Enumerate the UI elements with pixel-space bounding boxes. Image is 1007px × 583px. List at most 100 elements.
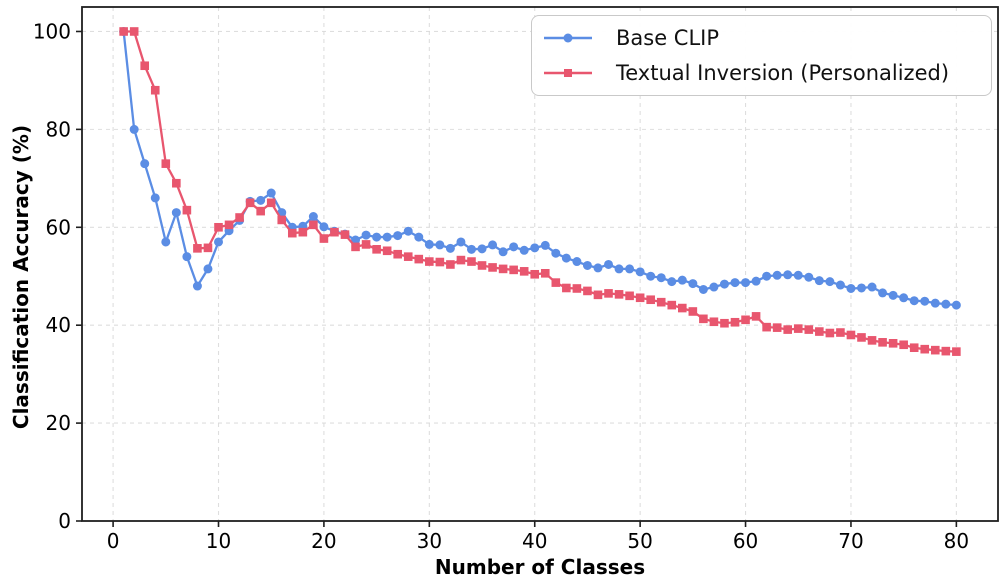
data-point — [372, 245, 381, 254]
data-point — [256, 206, 265, 216]
data-point — [930, 298, 940, 308]
data-point — [741, 278, 751, 288]
data-point — [920, 296, 930, 306]
data-point — [772, 323, 782, 332]
y-axis-title: Classification Accuracy (%) — [9, 124, 33, 430]
data-point — [161, 237, 171, 247]
data-point — [899, 340, 908, 350]
data-point — [309, 220, 318, 230]
data-point — [688, 307, 698, 316]
data-point — [677, 275, 687, 285]
data-point — [319, 234, 329, 243]
x-tick-label: 20 — [311, 529, 336, 553]
data-point — [498, 264, 508, 274]
data-point — [825, 328, 835, 338]
legend-label: Textual Inversion (Personalized) — [616, 60, 950, 85]
data-point — [361, 240, 371, 249]
data-point — [562, 283, 571, 293]
data-point — [667, 300, 677, 310]
data-point — [182, 252, 192, 262]
data-point — [266, 198, 276, 208]
x-axis-title: Number of Classes — [434, 555, 646, 579]
data-point — [698, 284, 708, 294]
data-point — [783, 325, 793, 334]
data-point — [477, 261, 487, 270]
data-point — [150, 193, 160, 203]
data-point — [604, 259, 614, 269]
x-tick-label: 60 — [733, 529, 758, 553]
data-point — [266, 188, 276, 198]
data-point — [583, 286, 592, 296]
data-point — [772, 270, 782, 280]
data-point — [941, 346, 951, 356]
data-point — [804, 272, 814, 282]
data-point — [456, 237, 466, 247]
data-point — [846, 330, 856, 340]
data-point — [403, 252, 413, 261]
data-point — [751, 276, 761, 286]
data-point — [287, 228, 297, 238]
x-tick-label: 80 — [944, 529, 969, 553]
data-point — [519, 245, 529, 255]
y-tick-label: 60 — [46, 215, 71, 239]
data-point — [298, 227, 308, 237]
data-point — [867, 336, 877, 345]
line-marker-icon — [544, 33, 592, 43]
data-point — [635, 267, 645, 277]
data-point — [730, 278, 740, 288]
data-point — [857, 333, 866, 342]
data-point — [814, 276, 824, 286]
data-point — [214, 237, 224, 247]
data-point — [403, 226, 413, 236]
data-point — [519, 267, 529, 276]
data-point — [330, 227, 339, 237]
data-point — [140, 159, 150, 169]
data-point — [709, 282, 719, 292]
data-point — [477, 244, 487, 254]
data-point — [941, 299, 951, 309]
data-point — [614, 290, 624, 299]
data-point — [414, 232, 424, 242]
data-point — [625, 291, 634, 301]
legend-label: Base CLIP — [616, 26, 720, 51]
data-point — [171, 208, 181, 218]
data-point — [646, 271, 656, 281]
x-tick-label: 30 — [417, 529, 442, 553]
data-point — [161, 159, 171, 168]
data-point — [340, 230, 350, 239]
data-point — [530, 269, 540, 279]
data-point — [192, 281, 202, 291]
data-point — [277, 215, 287, 225]
data-point — [498, 247, 508, 257]
data-point — [878, 338, 887, 347]
y-tick-label: 20 — [46, 411, 71, 435]
data-point — [129, 27, 139, 36]
data-point — [888, 290, 898, 300]
data-point — [214, 222, 223, 232]
data-point — [256, 195, 266, 205]
data-point — [909, 343, 919, 353]
data-point — [899, 293, 909, 303]
data-point — [561, 253, 571, 263]
data-point — [593, 290, 603, 300]
data-point — [678, 303, 687, 313]
data-point — [393, 249, 402, 259]
data-point — [751, 312, 761, 321]
data-point — [140, 61, 150, 71]
data-point — [835, 280, 845, 290]
data-point — [551, 278, 561, 287]
data-point — [741, 315, 750, 325]
data-point — [762, 271, 772, 281]
data-point — [815, 327, 824, 336]
data-point — [435, 240, 445, 250]
data-point — [509, 265, 518, 275]
data-point — [635, 293, 645, 303]
data-point — [393, 231, 403, 241]
data-point — [888, 339, 898, 348]
data-point — [730, 317, 740, 327]
data-point — [825, 277, 835, 287]
data-point — [446, 260, 455, 269]
data-point — [509, 242, 519, 252]
data-point — [878, 288, 888, 298]
